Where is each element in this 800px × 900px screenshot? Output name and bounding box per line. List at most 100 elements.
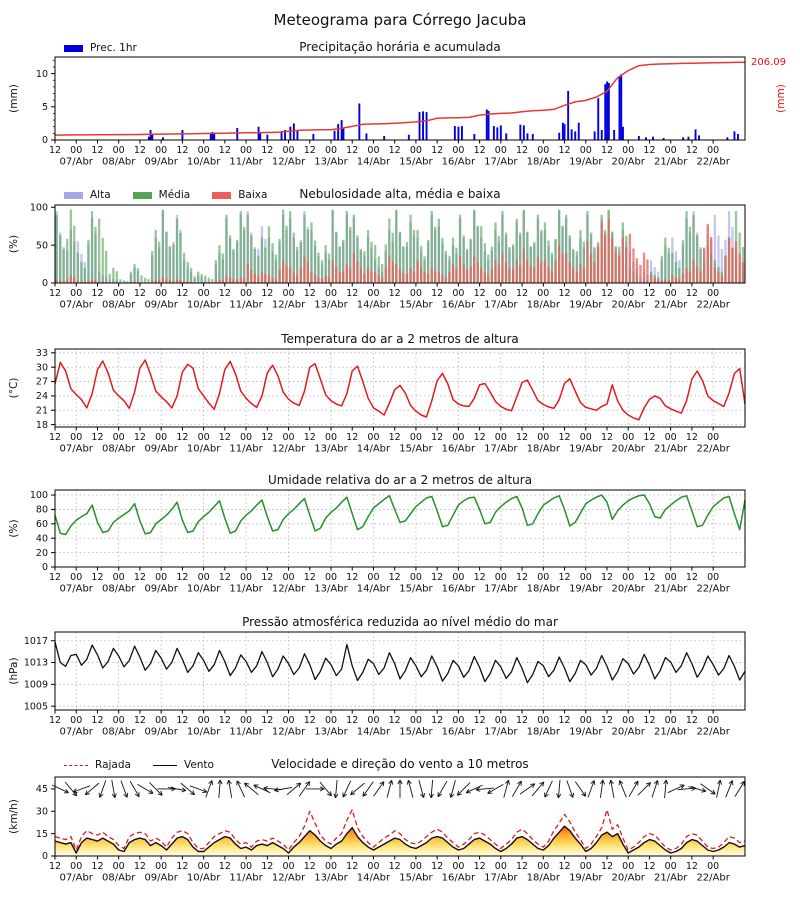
cloud-bar-média bbox=[69, 209, 72, 283]
x-tick-label: 00 bbox=[495, 572, 507, 583]
cloud-bar-média bbox=[168, 246, 171, 283]
y-tick-label: 24 bbox=[36, 391, 48, 402]
cloud-bar-baixa bbox=[87, 280, 90, 283]
y-tick-label: 0 bbox=[42, 278, 48, 289]
date-label: 07/Abr bbox=[60, 444, 94, 455]
wind-arrow-barb bbox=[544, 793, 549, 798]
cloud-bar-baixa bbox=[182, 281, 186, 283]
precip-bar bbox=[737, 134, 739, 140]
x-tick-label: 12 bbox=[219, 715, 231, 726]
x-tick-label: 12 bbox=[474, 288, 486, 299]
cloud-bar-baixa bbox=[370, 271, 373, 283]
x-tick-label: 12 bbox=[304, 715, 316, 726]
cloud-bar-média bbox=[296, 247, 299, 283]
cloud-bar-baixa bbox=[207, 281, 210, 283]
date-label: 11/Abr bbox=[229, 873, 263, 884]
accumulated-total-label: 206.09 bbox=[751, 57, 786, 68]
wind-arrow-barb bbox=[457, 793, 462, 796]
date-label: 07/Abr bbox=[60, 157, 94, 168]
cloud-bar-baixa bbox=[250, 269, 253, 283]
y-tick-label: 100 bbox=[30, 490, 48, 501]
cloud-bar-baixa bbox=[487, 275, 490, 283]
x-tick-label: 00 bbox=[452, 145, 464, 156]
y-tick-label: 15 bbox=[36, 829, 48, 840]
wind-arrow bbox=[677, 787, 696, 791]
cloud-bar-média bbox=[696, 235, 699, 283]
date-label: 12/Abr bbox=[272, 300, 306, 311]
cloud-bar-baixa bbox=[441, 275, 444, 283]
legend-label-prec-1hr: Prec. 1hr bbox=[90, 42, 137, 54]
x-tick-label: 12 bbox=[346, 432, 358, 443]
cloud-bar-média bbox=[207, 277, 210, 283]
cloud-bar-média bbox=[129, 271, 133, 283]
wind-arrow-barb bbox=[517, 780, 522, 784]
precip-bar bbox=[147, 136, 150, 140]
cloud-bar-baixa bbox=[289, 267, 292, 283]
wind-arrow-barb bbox=[599, 779, 604, 785]
cloud-bar-média bbox=[430, 211, 433, 283]
cloud-bar-baixa bbox=[547, 267, 550, 283]
wind-arrow-barb bbox=[350, 793, 356, 796]
date-label: 08/Abr bbox=[102, 444, 136, 455]
wind-arrow-barb bbox=[475, 789, 481, 792]
wind-arrow-barb bbox=[584, 791, 587, 797]
precip-bar bbox=[340, 120, 343, 140]
cloud-bar-baixa bbox=[458, 256, 462, 283]
x-tick-label: 00 bbox=[410, 288, 422, 299]
wind-arrow-barb bbox=[719, 779, 723, 785]
wind-direction-arrows bbox=[52, 779, 745, 799]
precip-bar bbox=[574, 131, 577, 140]
cloud-bar-baixa bbox=[310, 271, 313, 283]
cloud-bar-baixa bbox=[398, 269, 402, 283]
wind-arrow-barb bbox=[379, 781, 385, 785]
wind-arrow bbox=[99, 780, 107, 798]
cloud-bar-média bbox=[582, 241, 585, 283]
cloud-bar-média bbox=[257, 255, 260, 283]
wind-arrow-barb bbox=[342, 793, 348, 798]
x-tick-label: 00 bbox=[113, 861, 125, 872]
series-line bbox=[54, 809, 746, 851]
cloud-bar-baixa bbox=[444, 277, 447, 283]
wind-arrow bbox=[688, 786, 707, 792]
date-label: 19/Abr bbox=[569, 157, 603, 168]
date-label: 22/Abr bbox=[696, 444, 730, 455]
cloud-bar-média bbox=[529, 246, 532, 283]
date-label: 18/Abr bbox=[527, 444, 561, 455]
date-label: 12/Abr bbox=[272, 727, 306, 738]
date-label: 17/Abr bbox=[484, 300, 518, 311]
cloud-bar-média bbox=[122, 280, 126, 283]
cloud-bar-baixa bbox=[667, 280, 670, 283]
precip-bar bbox=[604, 84, 607, 140]
cloud-bar-baixa bbox=[388, 256, 391, 283]
wind-arrow-barb bbox=[740, 780, 745, 784]
y-tick-label: 1009 bbox=[24, 680, 48, 691]
cloud-bar-baixa bbox=[186, 281, 189, 283]
wind-arrow bbox=[236, 780, 246, 798]
date-label: 13/Abr bbox=[314, 727, 348, 738]
x-tick-label: 12 bbox=[261, 145, 273, 156]
wind-arrow-barb bbox=[263, 785, 269, 789]
cloud-bar-média bbox=[526, 231, 529, 283]
cloud-bar-baixa bbox=[618, 255, 621, 283]
cloud-bar-média bbox=[497, 235, 500, 283]
date-label: 19/Abr bbox=[569, 873, 603, 884]
cloud-bar-baixa bbox=[642, 252, 646, 283]
wind-arrow-barb bbox=[208, 780, 213, 784]
cloud-bar-média bbox=[678, 267, 681, 283]
wind-arrow-barb bbox=[653, 780, 658, 784]
cloud-bar-média bbox=[437, 218, 440, 283]
precip-bar bbox=[499, 125, 502, 140]
x-tick-label: 12 bbox=[558, 288, 570, 299]
precip-bar bbox=[645, 137, 647, 140]
cloud-bar-baixa bbox=[529, 266, 532, 283]
cloud-bar-baixa bbox=[646, 259, 649, 283]
date-label: 19/Abr bbox=[569, 727, 603, 738]
cloud-bar-baixa bbox=[161, 276, 164, 283]
cloud-bar-baixa bbox=[236, 279, 239, 283]
cloud-bar-baixa bbox=[338, 271, 341, 283]
date-label: 16/Abr bbox=[442, 157, 476, 168]
cloud-bar-baixa bbox=[377, 275, 380, 283]
cloud-bar-média bbox=[359, 248, 362, 283]
cloud-bar-média bbox=[374, 245, 377, 283]
cloud-bar-baixa bbox=[681, 273, 685, 283]
